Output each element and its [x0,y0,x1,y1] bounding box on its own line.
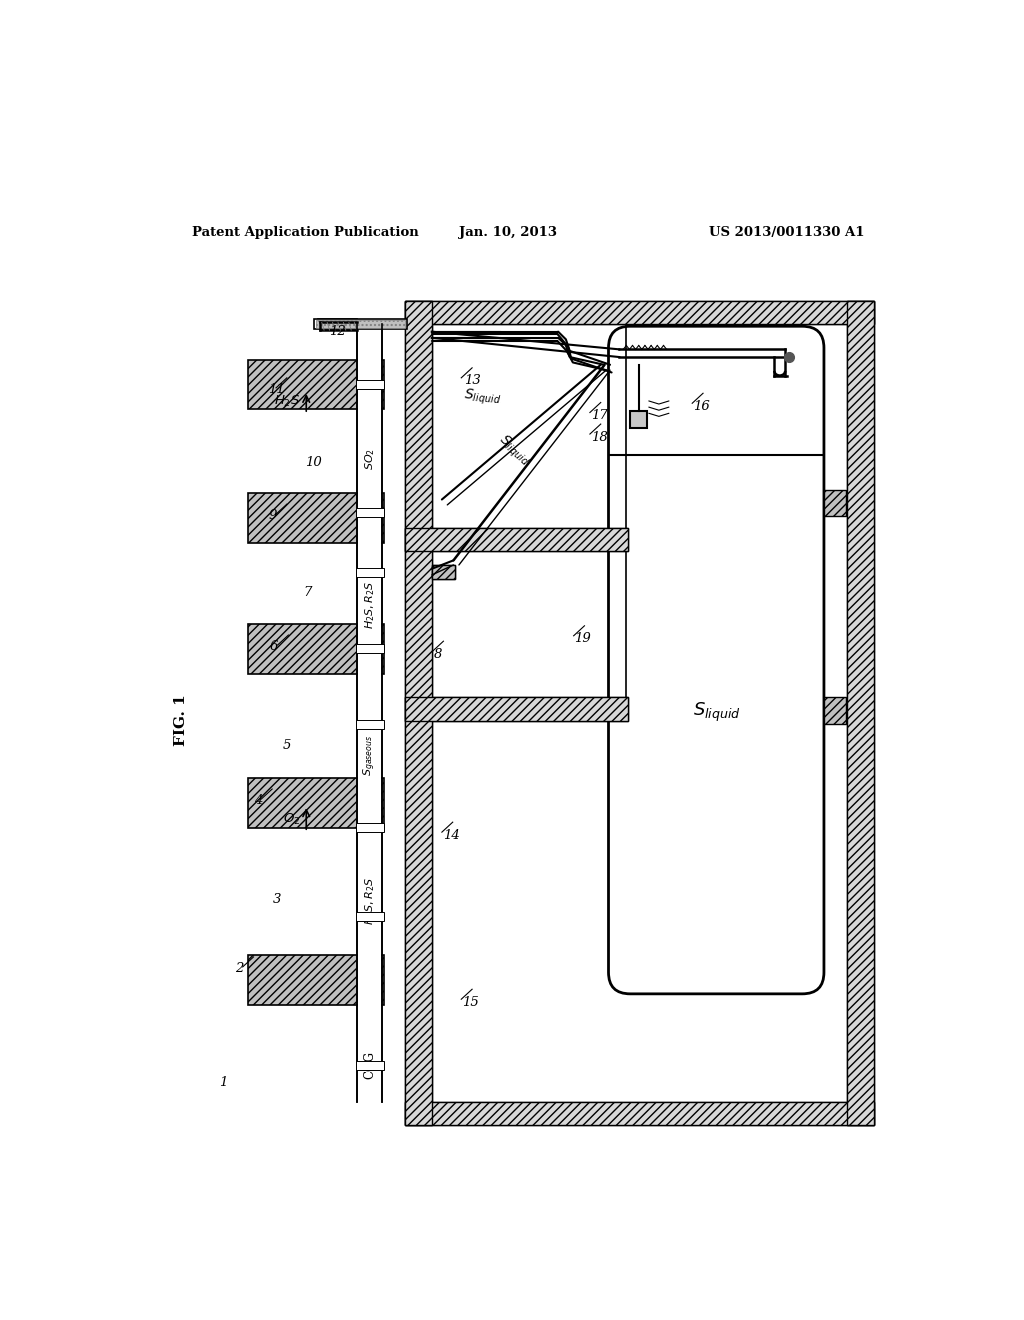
Text: 14: 14 [442,829,460,842]
Bar [317,318,357,327]
Bar [358,323,381,1102]
Text: 11: 11 [268,383,285,396]
Bar [432,721,846,1102]
Text: 3: 3 [273,892,282,906]
Bar [406,1102,873,1125]
Bar [630,411,647,428]
Text: 7: 7 [303,586,311,599]
Bar [406,301,873,323]
Bar [248,779,384,828]
Bar [319,321,356,326]
Bar [314,318,407,330]
Text: 15: 15 [462,995,479,1008]
Bar [406,528,628,552]
Bar [432,323,846,528]
Text: $S_{gaseous}$: $S_{gaseous}$ [361,734,378,776]
Bar [356,508,384,517]
Bar [248,360,384,409]
Bar [248,494,384,543]
Text: 10: 10 [305,455,322,469]
Text: 17: 17 [591,409,607,422]
Text: $S_{liquid}$: $S_{liquid}$ [693,701,741,725]
Text: $SO_2$: $SO_2$ [362,447,377,470]
Bar [406,301,432,1125]
Bar [432,552,627,697]
Text: 4: 4 [254,795,262,807]
Text: FIG. 1: FIG. 1 [174,694,187,746]
Text: 1: 1 [219,1076,227,1089]
Bar [356,822,384,832]
Bar [356,719,384,729]
Bar [432,323,847,1102]
Bar [406,1102,873,1125]
Text: 16: 16 [693,400,710,413]
Text: 5: 5 [283,739,292,751]
Bar [356,1061,384,1071]
Text: Jan. 10, 2013: Jan. 10, 2013 [459,226,557,239]
Bar [824,697,846,725]
Text: 12: 12 [330,325,346,338]
Text: 8: 8 [433,648,441,661]
Text: 9: 9 [268,510,276,523]
Bar [406,697,628,721]
Bar [356,644,384,653]
Bar [315,321,406,327]
Bar [432,565,455,579]
Text: $S_{liquid}$: $S_{liquid}$ [463,387,502,408]
Bar [847,301,873,1125]
Bar [248,624,384,673]
Bar [432,565,455,579]
Bar [356,912,384,921]
Text: 13: 13 [464,375,481,388]
Bar [356,380,384,389]
Bar [406,301,432,1125]
Bar [824,490,846,516]
Text: COG: COG [364,1052,376,1080]
Text: US 2013/0011330 A1: US 2013/0011330 A1 [709,226,864,239]
Text: $H_2S$: $H_2S$ [273,395,300,409]
Text: 18: 18 [591,430,607,444]
Bar [406,697,628,721]
FancyBboxPatch shape [608,326,824,994]
Bar [406,301,873,323]
Text: $O_2$: $O_2$ [283,812,300,826]
Text: 2: 2 [234,962,244,975]
Text: 19: 19 [574,632,591,645]
Text: $S_{liquid}$: $S_{liquid}$ [494,432,534,470]
Text: $H_2S, R_2S$: $H_2S, R_2S$ [362,581,377,630]
Bar [356,568,384,577]
Bar [406,528,628,552]
Text: $H_2S, R_2S$: $H_2S, R_2S$ [362,878,377,925]
Bar [847,301,873,1125]
Bar [248,956,384,1005]
Text: Patent Application Publication: Patent Application Publication [191,226,418,239]
Text: 6: 6 [270,640,279,653]
